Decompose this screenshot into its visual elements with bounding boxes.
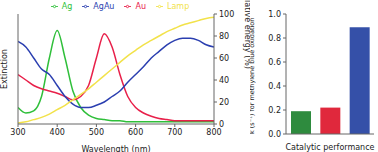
html-text:Lamp: Lamp (167, 2, 190, 11)
html-text:Au: Au (135, 2, 146, 11)
svg-text:40: 40 (219, 76, 229, 85)
svg-text:20: 20 (219, 98, 229, 107)
svg-text:0.8: 0.8 (268, 34, 281, 43)
svg-text:0.6: 0.6 (268, 58, 281, 67)
svg-text:0.2: 0.2 (268, 106, 281, 115)
svg-text:600: 600 (128, 128, 143, 137)
svg-text:60: 60 (219, 54, 229, 63)
svg-text:0.0: 0.0 (268, 130, 281, 139)
svg-text:500: 500 (89, 128, 104, 137)
svg-text:Extinction: Extinction (8, 49, 9, 89)
svg-text:Relative energy (%): Relative energy (%) (243, 0, 250, 69)
svg-text:80: 80 (219, 32, 229, 41)
svg-text:300: 300 (10, 128, 25, 137)
svg-text:100: 100 (219, 10, 234, 19)
svg-text:800: 800 (206, 128, 221, 137)
html-text:Ag: Ag (61, 2, 73, 11)
svg-text:k (s⁻¹) for methylene blue oxi: k (s⁻¹) for methylene blue oxidation (250, 18, 256, 134)
svg-text:1.0: 1.0 (268, 10, 281, 19)
svg-text:0.4: 0.4 (268, 82, 281, 91)
svg-text:Wavelength (nm): Wavelength (nm) (81, 145, 150, 152)
svg-text:0: 0 (219, 120, 224, 129)
svg-text:700: 700 (167, 128, 182, 137)
svg-text:400: 400 (50, 128, 65, 137)
svg-text:Catalytic performance: Catalytic performance (285, 143, 370, 152)
html-text:AgAu: AgAu (93, 2, 115, 11)
